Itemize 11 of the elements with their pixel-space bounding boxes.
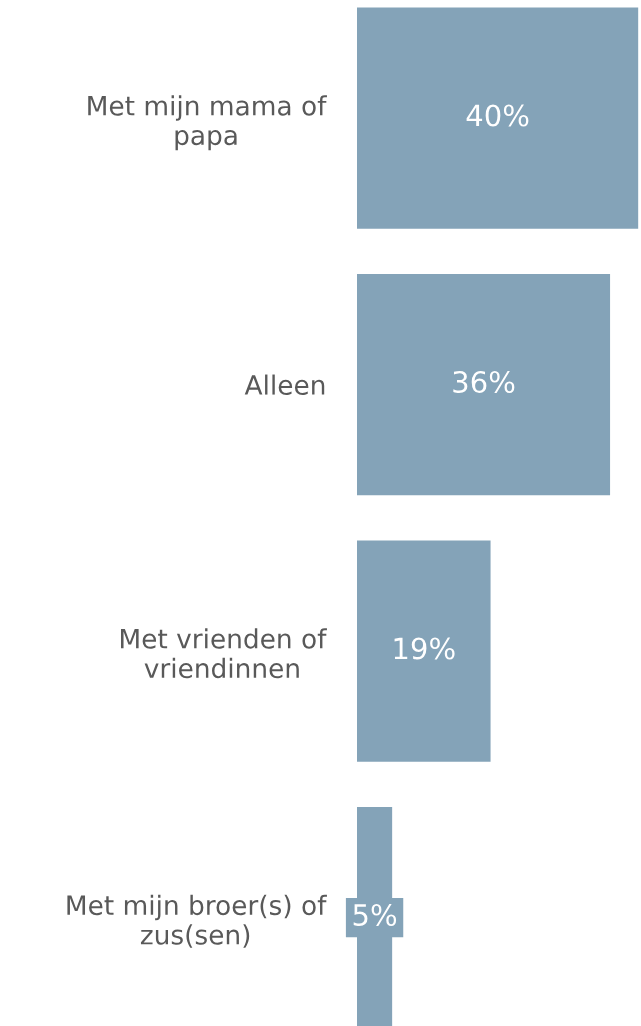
bar (357, 273, 611, 496)
y-tick-label: Alleen (244, 374, 325, 395)
y-tick-label: Met vrienden of vriendinnen (121, 628, 327, 679)
data-label: 19% (394, 637, 455, 660)
data-label: 36% (453, 370, 515, 394)
data-label: 5% (353, 903, 397, 926)
bar (357, 7, 639, 229)
y-tick-label: Met mijn mama of papa (88, 95, 327, 151)
y-tick-label: Met mijn broer(s) of zus(sen) (67, 894, 327, 948)
bar (357, 540, 491, 762)
data-label: 40% (466, 104, 529, 127)
